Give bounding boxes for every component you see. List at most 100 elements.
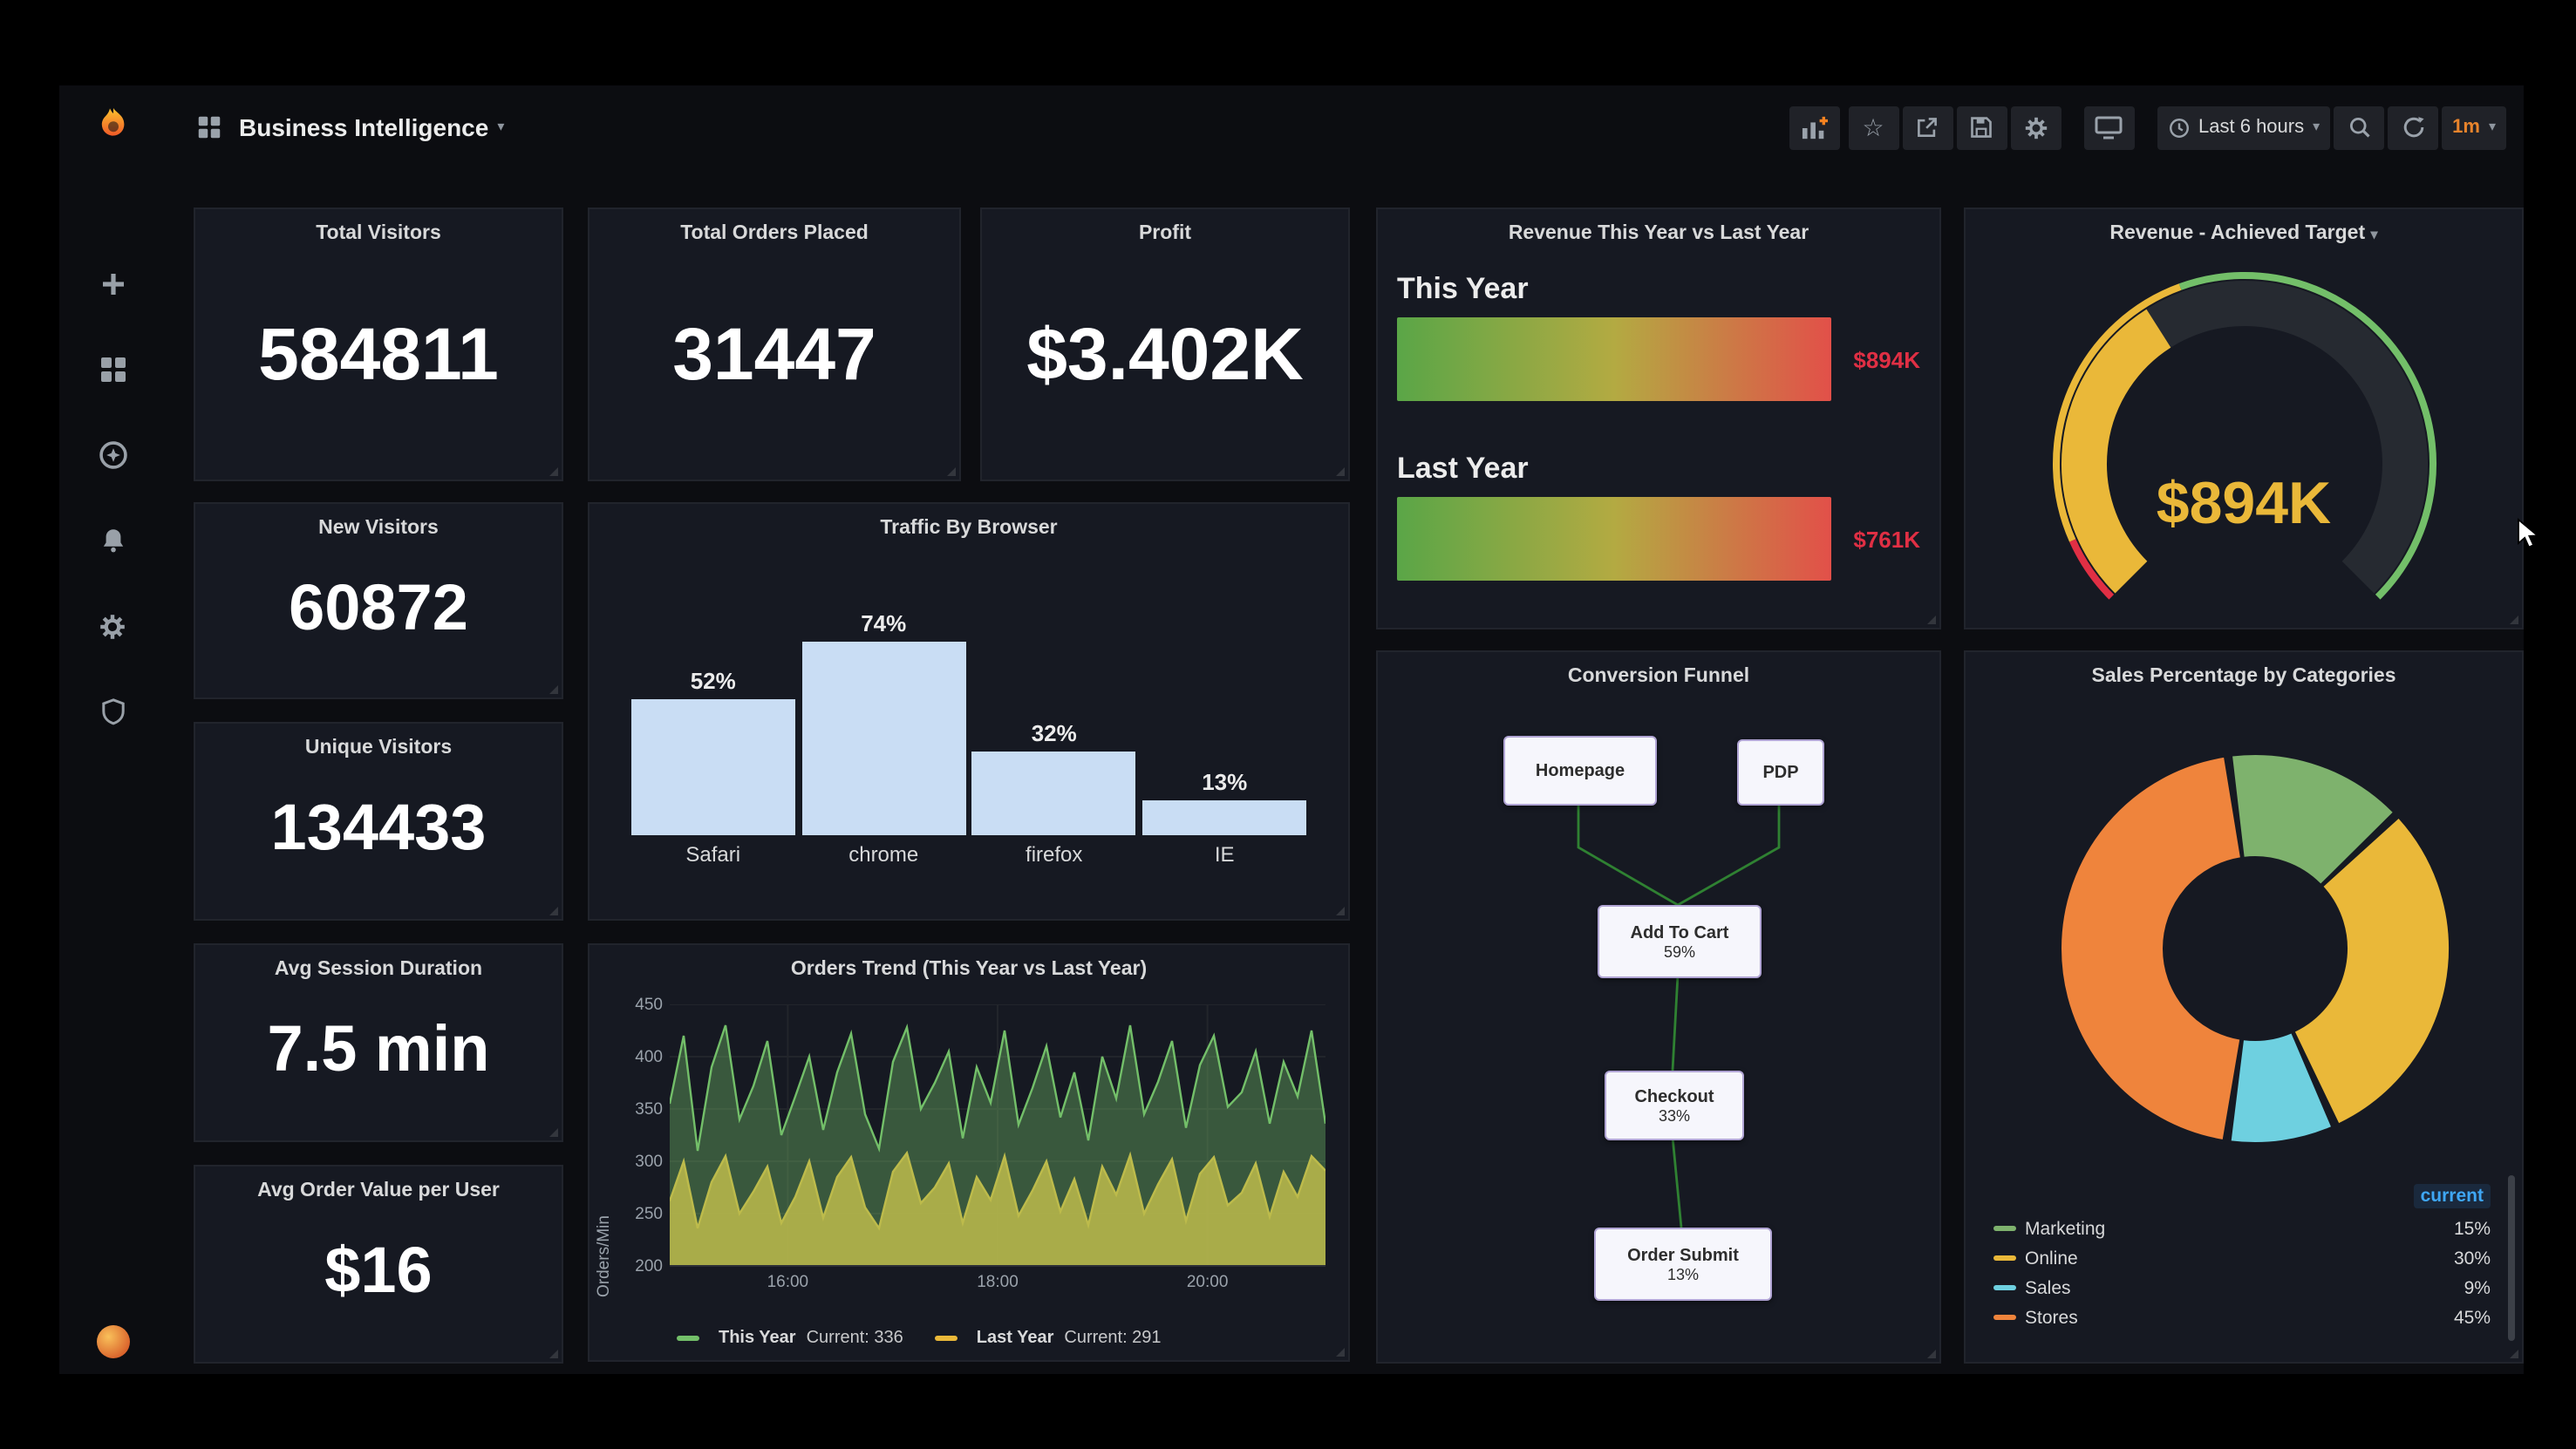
- revenue-value: $761K: [1853, 526, 1920, 552]
- refresh-interval-label: 1m: [2452, 117, 2480, 138]
- panel-revenue-compare: Revenue This Year vs Last Year This Year…: [1376, 207, 1941, 629]
- legend-series-name[interactable]: This Year: [719, 1329, 796, 1348]
- donut-segment-marketing[interactable]: [2232, 755, 2393, 885]
- panel-title[interactable]: Revenue - Achieved Target ▾: [2109, 223, 2378, 244]
- time-range-label: Last 6 hours: [2198, 117, 2305, 138]
- bar[interactable]: [630, 699, 795, 835]
- funnel-node-pct: 33%: [1658, 1106, 1690, 1124]
- server-admin-button[interactable]: [93, 692, 132, 731]
- grafana-logo-icon[interactable]: [86, 101, 139, 153]
- title-caret-icon[interactable]: ▾: [497, 119, 505, 134]
- funnel-node-label: Add To Cart: [1630, 923, 1729, 942]
- legend-item-stores[interactable]: Stores 45%: [1993, 1303, 2491, 1332]
- panel-title[interactable]: Unique Visitors: [304, 738, 453, 759]
- bar-value-label: 32%: [1031, 720, 1077, 746]
- dashboard-settings-button[interactable]: [2010, 105, 2061, 149]
- legend-value: 15%: [2453, 1218, 2491, 1239]
- share-icon: [1918, 118, 1937, 137]
- bar-category-label: IE: [1214, 842, 1235, 867]
- funnel-node-order-submit[interactable]: Order Submit 13%: [1594, 1228, 1772, 1301]
- panel-menu-caret-icon[interactable]: ▾: [2370, 227, 2378, 242]
- gauge-chart[interactable]: [1966, 258, 2524, 617]
- legend-series-name[interactable]: Last Year: [976, 1329, 1054, 1348]
- panel-title[interactable]: Conversion Funnel: [1567, 666, 1750, 687]
- donut-segment-sales[interactable]: [2231, 1032, 2331, 1142]
- zoom-out-button[interactable]: [2334, 105, 2385, 149]
- cycle-view-button[interactable]: [2083, 105, 2135, 149]
- panel-avg-session-duration: Avg Session Duration 7.5 min: [194, 943, 563, 1142]
- add-panel-button[interactable]: [1789, 105, 1840, 149]
- bar-firefox[interactable]: 32% firefox: [971, 720, 1136, 870]
- share-button[interactable]: [1902, 105, 1953, 149]
- stat-value: $3.402K: [1026, 311, 1304, 394]
- configuration-button[interactable]: [93, 607, 132, 645]
- legend-label: Online: [2025, 1248, 2078, 1269]
- dashboards-button[interactable]: [93, 350, 132, 389]
- plot-area[interactable]: [670, 1004, 1325, 1268]
- favorite-button[interactable]: ☆: [1848, 105, 1899, 149]
- revenue-gradient-bar[interactable]: [1397, 497, 1831, 581]
- panel-title[interactable]: Avg Session Duration: [274, 959, 483, 980]
- panel-title[interactable]: Sales Percentage by Categories: [2091, 666, 2396, 687]
- refresh-icon: [2402, 117, 2423, 138]
- series-label: This Year: [1397, 272, 1529, 305]
- panel-title[interactable]: Total Visitors: [316, 223, 441, 244]
- panel-title[interactable]: Traffic By Browser: [880, 518, 1058, 539]
- legend-item-online[interactable]: Online 30%: [1993, 1243, 2491, 1273]
- legend-current-value: Current: 291: [1064, 1329, 1162, 1348]
- donut-segment-stores[interactable]: [2061, 757, 2242, 1139]
- legend-item-sales[interactable]: Sales 9%: [1993, 1273, 2491, 1303]
- funnel-node-pct: 13%: [1666, 1265, 1699, 1282]
- revenue-last-year-group: Last Year $761K: [1397, 452, 1920, 581]
- donut-segment-online[interactable]: [2293, 819, 2449, 1124]
- revenue-gradient-bar[interactable]: [1397, 317, 1831, 401]
- explore-compass-icon: [99, 441, 126, 469]
- funnel-node-label: Order Submit: [1627, 1246, 1739, 1265]
- funnel-node-pdp[interactable]: PDP: [1737, 739, 1824, 806]
- grafana-app: Business Intelligence ▾ ☆: [59, 85, 2524, 1374]
- time-range-picker[interactable]: Last 6 hours ▾: [2157, 105, 2331, 149]
- user-avatar[interactable]: [96, 1325, 129, 1358]
- create-button[interactable]: [93, 265, 132, 303]
- panel-title[interactable]: Profit: [1138, 223, 1192, 244]
- explore-button[interactable]: [93, 436, 132, 474]
- funnel-node-checkout[interactable]: Checkout 33%: [1605, 1071, 1744, 1140]
- monitor-icon: [2095, 116, 2123, 139]
- bar-chrome[interactable]: 74% chrome: [801, 610, 966, 870]
- donut-chart[interactable]: [2046, 739, 2464, 1158]
- panel-title[interactable]: Orders Trend (This Year vs Last Year): [790, 959, 1148, 980]
- y-tick-label: 250: [635, 1205, 663, 1224]
- legend-color-dash: [677, 1336, 699, 1341]
- dashboard-header: Business Intelligence ▾ ☆: [166, 85, 2524, 169]
- bar[interactable]: [1142, 800, 1307, 835]
- alerting-button[interactable]: [93, 521, 132, 560]
- bar-category-label: firefox: [1026, 842, 1083, 867]
- funnel-node-pct: 59%: [1663, 942, 1695, 960]
- sidebar-menu: [93, 265, 132, 731]
- x-tick-label: 18:00: [977, 1273, 1019, 1292]
- dashboard-title[interactable]: Business Intelligence: [239, 113, 489, 141]
- save-button[interactable]: [1956, 105, 2007, 149]
- flame-icon: [100, 108, 124, 136]
- bell-icon: [102, 529, 123, 553]
- bar-ie[interactable]: 13% IE: [1142, 769, 1307, 870]
- bar[interactable]: [801, 642, 966, 835]
- series-label: Last Year: [1397, 452, 1529, 485]
- legend-item-marketing[interactable]: Marketing 15%: [1993, 1214, 2491, 1243]
- funnel-node-homepage[interactable]: Homepage: [1503, 736, 1657, 806]
- panel-title[interactable]: New Visitors: [318, 518, 439, 539]
- refresh-interval-dropdown[interactable]: 1m ▾: [2442, 105, 2506, 149]
- legend-header-current[interactable]: current: [2413, 1184, 2491, 1208]
- bar-safari[interactable]: 52% Safari: [630, 668, 795, 870]
- panel-title[interactable]: Avg Order Value per User: [257, 1180, 500, 1201]
- panel-title[interactable]: Total Orders Placed: [680, 223, 869, 244]
- bar[interactable]: [971, 752, 1136, 835]
- bar-chart: 52% Safari 74% chrome 32% firefox 13% IE: [628, 560, 1310, 870]
- legend-scrollbar[interactable]: [2508, 1175, 2515, 1341]
- legend-current-value: Current: 336: [806, 1329, 903, 1348]
- panel-title[interactable]: Revenue This Year vs Last Year: [1508, 223, 1809, 244]
- funnel-node-add-to-cart[interactable]: Add To Cart 59%: [1598, 905, 1762, 978]
- refresh-button[interactable]: [2388, 105, 2439, 149]
- clock-icon: [2169, 118, 2188, 137]
- time-series-chart[interactable]: Orders/Min This Year Current: 336 Last Y…: [589, 945, 1348, 1360]
